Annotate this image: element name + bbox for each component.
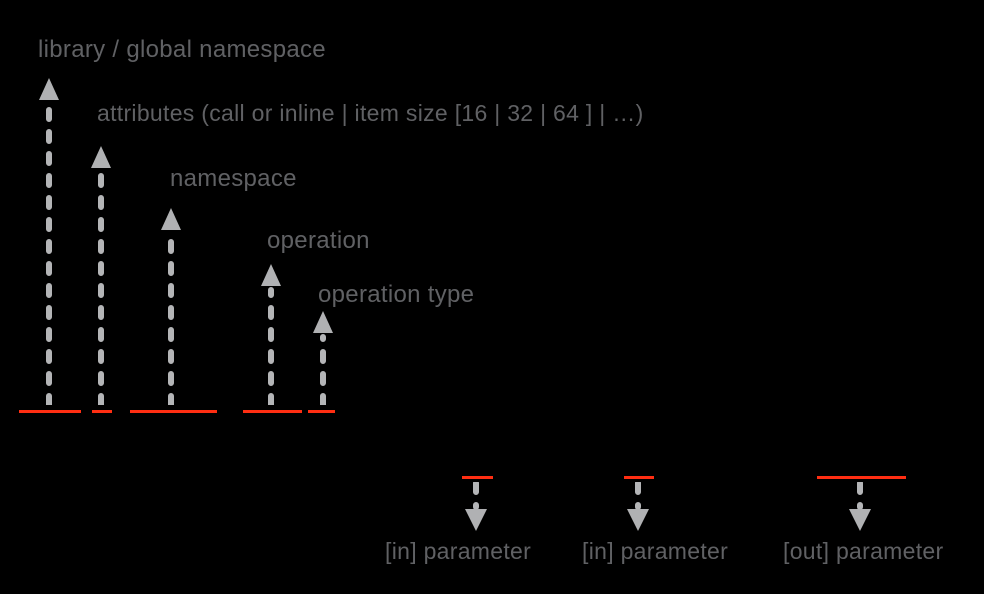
label-operation: operation: [267, 227, 370, 254]
label-attributes: attributes (call or inline | item size […: [97, 100, 644, 126]
red-underline-in-parameter-2: [624, 476, 654, 479]
up-arrow-operation: [261, 264, 281, 405]
red-underline-library: [19, 410, 81, 413]
down-arrow-in-parameter-2: [627, 482, 649, 531]
red-underline-in-parameter-1: [462, 476, 493, 479]
up-arrow-library-global-namespace: [39, 78, 59, 405]
red-underline-namespace: [130, 410, 217, 413]
up-arrow-operation-type: [313, 311, 333, 405]
up-arrow-attributes: [91, 146, 111, 405]
label-library-global-namespace: library / global namespace: [38, 36, 326, 63]
red-underline-operation: [243, 410, 302, 413]
label-out-parameter: [out] parameter: [783, 538, 944, 564]
label-in-parameter-1: [in] parameter: [385, 538, 532, 564]
up-arrow-namespace: [161, 208, 181, 405]
red-underline-attributes: [92, 410, 112, 413]
down-arrow-out-parameter: [849, 482, 871, 531]
label-namespace: namespace: [170, 165, 297, 192]
label-in-parameter-2: [in] parameter: [582, 538, 729, 564]
red-underline-operation-type: [308, 410, 335, 413]
red-underline-out-parameter: [817, 476, 906, 479]
label-operation-type: operation type: [318, 281, 475, 308]
down-arrow-in-parameter-1: [465, 482, 487, 531]
